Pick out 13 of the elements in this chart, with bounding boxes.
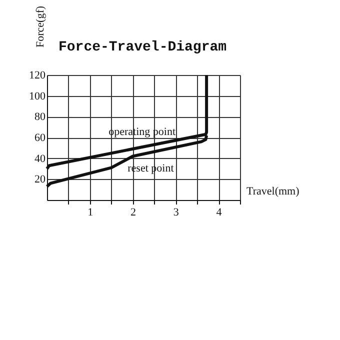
y-tick-label: 60: [34, 132, 46, 144]
x-tick-label: 2: [130, 206, 136, 218]
y-tick-label: 100: [29, 90, 46, 102]
chart-title: Force-Travel-Diagram: [58, 39, 227, 56]
y-tick-label: 40: [34, 152, 46, 165]
y-axis-title: Force(gf): [34, 6, 46, 48]
x-tick-label: 1: [88, 206, 94, 218]
y-tick-label: 80: [34, 111, 46, 124]
x-tick-label: 4: [216, 206, 222, 218]
y-tick-label: 120: [29, 70, 46, 82]
x-tick-label: 3: [173, 206, 180, 218]
x-axis-title: Travel(mm): [246, 186, 300, 198]
y-tick-label: 20: [34, 174, 46, 186]
